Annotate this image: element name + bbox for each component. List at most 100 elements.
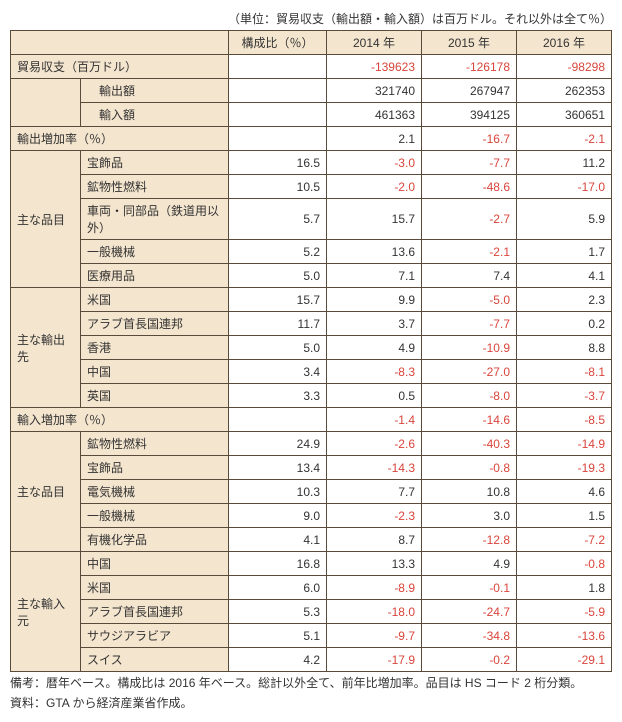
cell-value: 5.3	[229, 600, 327, 624]
cell-value: 262353	[517, 79, 612, 103]
cell-value: 5.0	[229, 264, 327, 288]
unit-note: （単位：貿易収支（輸出額・輸入額）は百万ドル。それ以外は全て％）	[10, 10, 612, 27]
cell-value: -14.3	[327, 456, 422, 480]
cell-value: -14.6	[422, 408, 517, 432]
item-cell: 中国	[81, 552, 229, 576]
cell-value: 6.0	[229, 576, 327, 600]
cell-value: -17.9	[327, 648, 422, 672]
cell-value: -2.6	[327, 432, 422, 456]
cell-value: -27.0	[422, 360, 517, 384]
cell-value: -19.3	[517, 456, 612, 480]
cell-value: 7.1	[327, 264, 422, 288]
header-blank	[11, 31, 229, 55]
item-cell: 米国	[81, 288, 229, 312]
category-cell	[11, 79, 81, 127]
cell-blank	[229, 127, 327, 151]
cell-blank	[229, 408, 327, 432]
cell-value: -126178	[422, 55, 517, 79]
footnote-1: 備考：暦年ベース。構成比は 2016 年ベース。総計以外全て、前年比増加率。品目…	[10, 675, 612, 692]
cell-value: 13.4	[229, 456, 327, 480]
cell-value: 24.9	[229, 432, 327, 456]
cell-value: -98298	[517, 55, 612, 79]
cell-value: -14.9	[517, 432, 612, 456]
cell-value: 11.7	[229, 312, 327, 336]
item-cell: 中国	[81, 360, 229, 384]
cell-value: -2.7	[422, 199, 517, 240]
category-cell: 主な輸出先	[11, 288, 81, 408]
cell-value: -2.0	[327, 175, 422, 199]
cell-value: -29.1	[517, 648, 612, 672]
cell-value: 5.9	[517, 199, 612, 240]
item-cell: 鉱物性燃料	[81, 432, 229, 456]
cell-value: 4.6	[517, 480, 612, 504]
cell-value: 3.7	[327, 312, 422, 336]
cell-value: 10.5	[229, 175, 327, 199]
cell-value: 394125	[422, 103, 517, 127]
item-cell: 輸出額	[81, 79, 229, 103]
cell-value: 3.3	[229, 384, 327, 408]
cell-value: -3.7	[517, 384, 612, 408]
cell-value: 4.2	[229, 648, 327, 672]
cell-value: -24.7	[422, 600, 517, 624]
cell-value: -48.6	[422, 175, 517, 199]
category-cell: 輸出増加率（％）	[11, 127, 229, 151]
cell-value: 7.4	[422, 264, 517, 288]
cell-value: 8.8	[517, 336, 612, 360]
cell-value: -1.4	[327, 408, 422, 432]
cell-value: 4.9	[422, 552, 517, 576]
cell-value: 10.3	[229, 480, 327, 504]
item-cell: 米国	[81, 576, 229, 600]
cell-value: 1.5	[517, 504, 612, 528]
item-cell: 宝飾品	[81, 151, 229, 175]
cell-value: -8.1	[517, 360, 612, 384]
cell-value: -2.1	[517, 127, 612, 151]
cell-value: 8.7	[327, 528, 422, 552]
item-cell: 鉱物性燃料	[81, 175, 229, 199]
cell-value: 10.8	[422, 480, 517, 504]
cell-value: 5.0	[229, 336, 327, 360]
cell-value: 16.8	[229, 552, 327, 576]
cell-value: -9.7	[327, 624, 422, 648]
cell-value: 13.6	[327, 240, 422, 264]
cell-value: -3.0	[327, 151, 422, 175]
cell-value: -18.0	[327, 600, 422, 624]
cell-value: 461363	[327, 103, 422, 127]
category-cell: 貿易収支（百万ドル）	[11, 55, 229, 79]
cell-value: -0.8	[422, 456, 517, 480]
cell-value: 0.2	[517, 312, 612, 336]
header-2014: 2014 年	[327, 31, 422, 55]
cell-value: 5.2	[229, 240, 327, 264]
cell-value: -16.7	[422, 127, 517, 151]
cell-value: -17.0	[517, 175, 612, 199]
item-cell: 車両・同部品（鉄道用以外）	[81, 199, 229, 240]
cell-value: -0.2	[422, 648, 517, 672]
trade-table: 構成比（％） 2014 年 2015 年 2016 年 貿易収支（百万ドル） -1…	[10, 30, 612, 672]
cell-value: 16.5	[229, 151, 327, 175]
item-cell: アラブ首長国連邦	[81, 600, 229, 624]
item-cell: 一般機械	[81, 240, 229, 264]
cell-value: -2.3	[327, 504, 422, 528]
footnote-2: 資料：GTA から経済産業省作成。	[10, 695, 612, 712]
cell-value: 267947	[422, 79, 517, 103]
category-cell: 主な輸入元	[11, 552, 81, 672]
category-cell: 輸入増加率（％）	[11, 408, 229, 432]
item-cell: 有機化学品	[81, 528, 229, 552]
item-cell: 輸入額	[81, 103, 229, 127]
cell-value: -7.2	[517, 528, 612, 552]
cell-value: 7.7	[327, 480, 422, 504]
cell-value: -5.9	[517, 600, 612, 624]
header-ratio: 構成比（％）	[229, 31, 327, 55]
cell-value: 3.4	[229, 360, 327, 384]
cell-value: -0.8	[517, 552, 612, 576]
cell-value: -12.8	[422, 528, 517, 552]
header-row: 構成比（％） 2014 年 2015 年 2016 年	[11, 31, 612, 55]
cell-value: 4.1	[517, 264, 612, 288]
cell-value: -5.0	[422, 288, 517, 312]
item-cell: 宝飾品	[81, 456, 229, 480]
cell-value: 4.1	[229, 528, 327, 552]
cell-value: 360651	[517, 103, 612, 127]
item-cell: 電気機械	[81, 480, 229, 504]
cell-value: -40.3	[422, 432, 517, 456]
cell-value: 2.1	[327, 127, 422, 151]
category-cell: 主な品目	[11, 151, 81, 288]
